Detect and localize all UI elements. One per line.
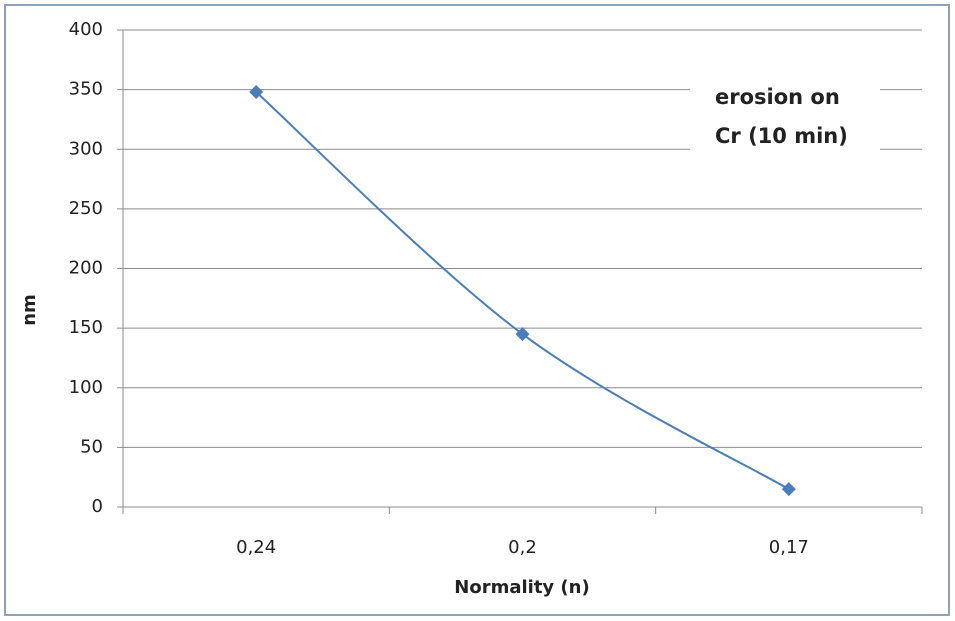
- x-axis-label: Normality (n): [454, 577, 589, 598]
- point-marker: [249, 85, 264, 100]
- y-tick-label: 50: [80, 436, 103, 457]
- y-tick-label: 300: [69, 138, 103, 159]
- point-marker: [781, 482, 796, 497]
- x-tick-label: 0,17: [769, 537, 809, 558]
- y-tick-label: 200: [69, 258, 103, 279]
- y-tick-label: 250: [69, 198, 103, 219]
- y-tick-label: 150: [69, 317, 103, 338]
- grid-layer: 0 50 100 150 200 250 300 350 400 0,24 0,2 0,17: [69, 19, 923, 558]
- annotation-line: erosion on: [715, 85, 840, 109]
- annotation-line: Cr (10 min): [715, 124, 848, 148]
- y-tick-label: 350: [69, 79, 103, 100]
- y-axis-label: nm: [19, 294, 40, 326]
- annotation-layer: erosion on Cr (10 min): [690, 75, 880, 161]
- annotation-box: [690, 75, 880, 161]
- point-marker: [515, 327, 530, 342]
- data-layer: [249, 85, 796, 497]
- x-tick-label: 0,2: [508, 537, 537, 558]
- y-tick-label: 0: [92, 496, 103, 517]
- y-tick-label: 400: [69, 19, 103, 40]
- y-tick-label: 100: [69, 377, 103, 398]
- x-tick-label: 0,24: [236, 537, 276, 558]
